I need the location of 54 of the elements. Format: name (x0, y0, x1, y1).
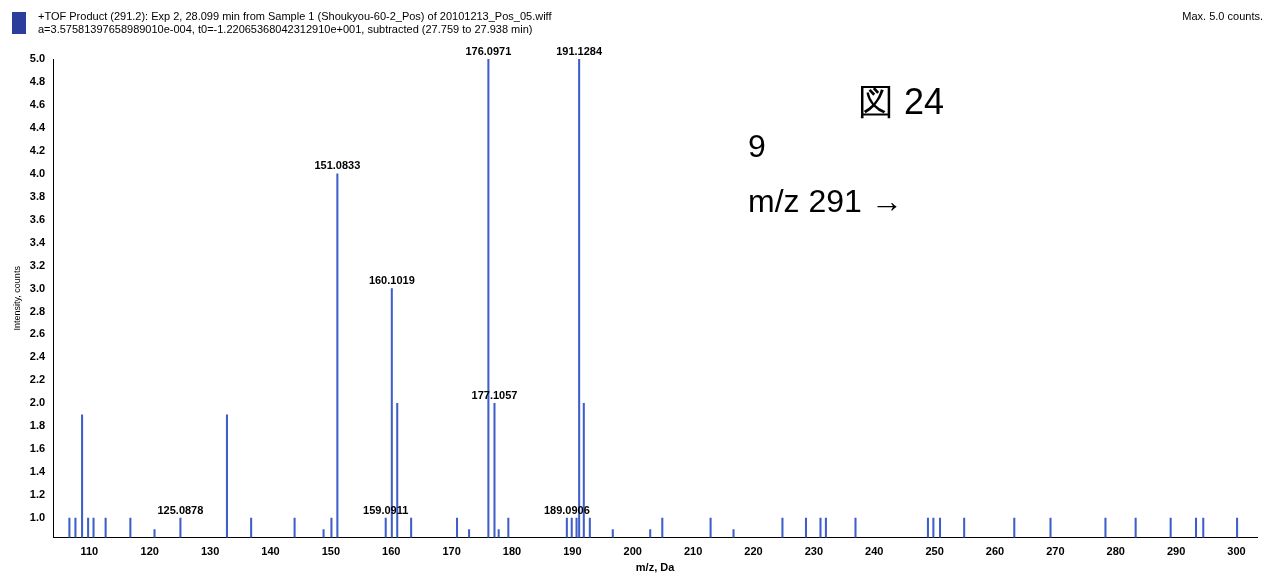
x-tick-label: 250 (925, 545, 944, 558)
text: Max. 5.0 counts. (1182, 10, 1263, 22)
y-tick-label: 1.6 (29, 442, 46, 455)
y-tick-label: 2.2 (29, 373, 46, 386)
y-tick-label: 3.4 (29, 235, 46, 248)
annotation: 176.0971 (465, 44, 512, 57)
x-tick-label: 290 (1166, 545, 1186, 558)
y-tick-label: 3.6 (29, 212, 46, 225)
x-tick-label: 210 (683, 545, 703, 558)
y-tick-label: 4.4 (29, 120, 46, 133)
y-tick-label: 5.0 (29, 52, 46, 65)
x-axis-title: m/z, Da (635, 561, 676, 574)
x-tick-label: 300 (1227, 545, 1246, 558)
x-tick-label: 270 (1046, 545, 1065, 558)
y-tick-label: 1.4 (29, 465, 46, 478)
x-tick-label: 220 (744, 545, 763, 558)
chart-title: +TOF Product (291.2): Exp 2, 28.099 min from Sample 1 (Shoukyou-60-2_Pos) of 20101213_Pos_05.wiff (38, 10, 552, 23)
annotation: 191.1284 (556, 44, 603, 57)
y-tick-label: 2.6 (29, 327, 46, 340)
y-tick-label: 3.8 (29, 189, 46, 202)
y-tick-label: 4.6 (29, 97, 46, 110)
annotation: 9 (748, 128, 766, 165)
y-tick-label: 4.8 (29, 74, 46, 87)
y-tick-label: 2.0 (29, 396, 46, 409)
y-tick-label: 1.8 (29, 419, 46, 432)
annotation: 151.0833 (314, 159, 361, 172)
y-tick-label: 3.2 (29, 258, 46, 271)
annotation: m/z 291 → (748, 183, 903, 220)
y-tick-label: 2.4 (29, 350, 46, 363)
annotation: 図 24 (858, 80, 945, 124)
x-tick-label: 120 (140, 545, 159, 558)
y-tick-label: 1.2 (29, 488, 46, 501)
x-tick-label: 190 (563, 545, 582, 558)
chart-subtitle: a=3.57581397658989010e-004, t0=-1.22065368042312910e+001, subtracted (27.759 to 27.938 min) (38, 23, 534, 36)
x-tick-label: 280 (1106, 545, 1125, 558)
y-axis-title: Intensity, counts (11, 265, 22, 331)
y-tick-label: 3.0 (29, 281, 46, 294)
y-tick-label: 4.2 (29, 143, 46, 156)
x-tick-label: 170 (442, 545, 461, 558)
y-tick-label: 4.0 (29, 166, 46, 179)
x-tick-label: 200 (623, 545, 642, 558)
y-tick-label: 2.8 (29, 304, 46, 317)
annotation: 125.0878 (157, 503, 204, 516)
x-tick-label: 160 (382, 545, 401, 558)
x-tick-label: 130 (200, 545, 220, 558)
x-tick-label: 150 (321, 545, 340, 558)
x-tick-label: 180 (502, 545, 522, 558)
y-tick-label: 1.0 (29, 511, 46, 524)
x-tick-label: 260 (985, 545, 1005, 558)
annotation: 160.1019 (368, 274, 415, 287)
x-tick-label: 240 (865, 545, 884, 558)
x-tick-label: 140 (261, 545, 280, 558)
x-tick-label: 230 (804, 545, 824, 558)
x-tick-label: 110 (80, 545, 99, 558)
